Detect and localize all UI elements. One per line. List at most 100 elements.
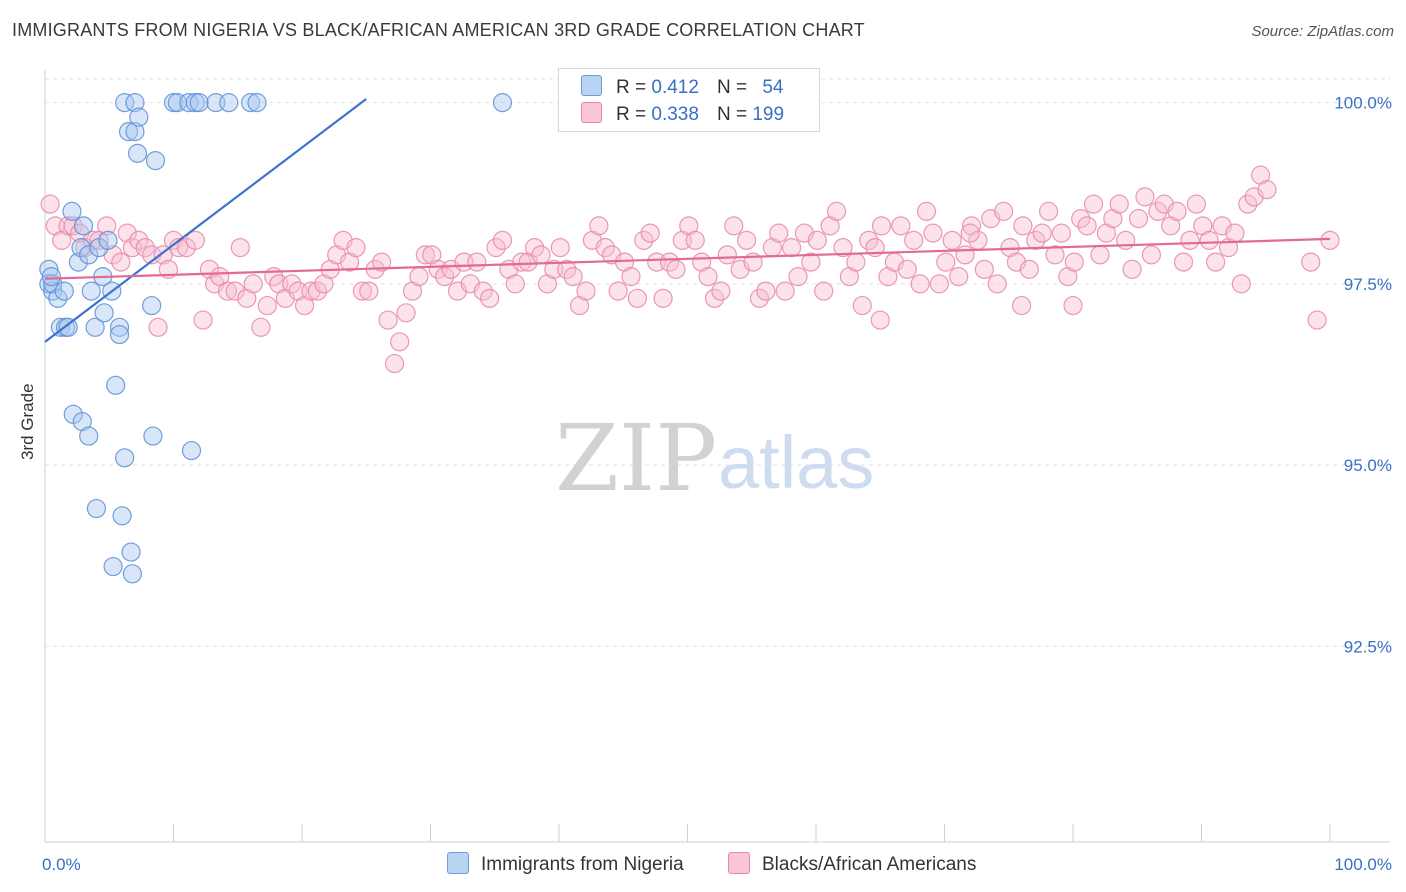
black-point [698,266,718,287]
black-point [1186,194,1206,214]
nigeria-point [145,151,166,171]
black-point [480,288,500,308]
black-point [111,252,131,272]
black-point [225,281,245,301]
black-point [378,310,398,330]
black-point [1141,245,1161,265]
black-point [923,223,943,243]
black-point [1011,295,1032,316]
black-point [640,223,660,243]
black-point [473,281,493,301]
black-point [505,274,525,294]
legend-swatch-blue [581,75,602,96]
black-point [987,274,1007,294]
nigeria-point [129,107,149,127]
legend-n-label: N = [716,77,748,98]
black-point [634,230,654,250]
watermark-atlas: atlas [718,421,874,504]
nigeria-point [109,317,130,337]
source-label: Source: ZipAtlas.com [1251,23,1394,40]
nigeria-point [86,498,107,519]
black-point [724,216,744,236]
black-point [1206,252,1226,272]
black-point [1199,230,1219,250]
legend-row-nigeria: R = 0.412 N = 54 [581,75,783,99]
black-point [193,310,213,330]
black-point [949,266,969,287]
legend-swatch-pink [581,102,602,123]
black-point [1038,201,1059,221]
nigeria-point [219,93,239,113]
black-point [807,230,827,250]
black-point [897,259,917,279]
black-point [929,274,949,294]
nigeria-point [179,93,199,113]
black-point [282,274,302,294]
tick-labels: 100.0% 97.5% 95.0% 92.5% 0.0% 100.0% [42,94,1392,874]
black-point [396,303,416,323]
nigeria-point [109,324,130,345]
black-point [1109,194,1129,214]
black-point [608,281,628,301]
nigeria-point [79,426,99,446]
black-point [870,310,890,330]
x-tick-label: 0.0% [42,855,81,874]
nigeria-point [79,245,99,265]
legend-r-value: 0.338 [651,104,699,125]
black-point [685,230,705,250]
black-point [1167,201,1187,221]
nigeria-point [62,201,82,221]
nigeria-point [122,564,142,584]
black-point [704,288,725,308]
black-point [653,288,673,308]
black-point [557,259,577,279]
black-point [40,194,60,214]
black-point [352,281,372,301]
black-point [359,281,379,301]
black-point [467,252,487,272]
black-point [148,317,168,337]
legend-row-black: R = 0.338 N = 199 [581,102,784,126]
nigeria-point [181,440,202,461]
black-point [1071,209,1091,229]
black-point [486,237,506,258]
black-point [781,237,802,258]
black-point [135,237,155,258]
nigeria-point [50,317,71,337]
nigeria-trend-line [44,98,367,343]
black-point [1045,245,1065,265]
black-point [852,295,872,316]
axes [44,70,1390,843]
black-point [524,237,545,258]
black-point [826,201,847,221]
black-point [769,223,789,243]
nigeria-point [98,230,118,250]
nigeria-point [81,281,101,301]
black-point [257,295,277,316]
black-point [788,266,808,287]
nigeria-point [103,556,123,577]
black-point [974,259,994,279]
black-point [904,230,924,250]
black-point [1026,230,1046,250]
legend-n-value: 199 [752,104,785,125]
nigeria-point [54,281,74,301]
nigeria-point [241,93,261,113]
black-point [1122,259,1142,279]
black-point [621,266,641,287]
black-point [1051,223,1072,243]
black-point [63,216,83,236]
black-point [1128,209,1149,229]
nigeria-point [492,93,513,113]
black-point [1225,223,1245,243]
nigeria-point [143,426,163,446]
black-point [711,281,731,301]
black-point [942,230,962,250]
nigeria-point [68,252,89,272]
black-point [666,259,686,279]
bottom-legend-black: Blacks/African Americans [728,852,976,876]
legend-r-value: 0.412 [651,77,699,98]
nigeria-point [112,506,132,526]
black-point [185,230,205,250]
